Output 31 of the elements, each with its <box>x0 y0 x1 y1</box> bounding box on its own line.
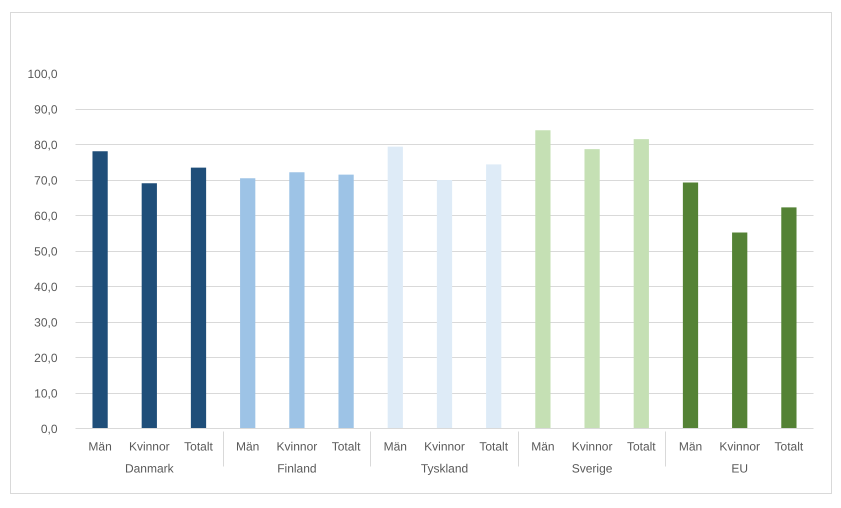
y-tick-label: 10,0 <box>34 386 58 400</box>
y-tick-label: 40,0 <box>34 280 58 294</box>
text: Kvinnor <box>128 440 170 454</box>
series-label: Kvinnor <box>719 440 760 454</box>
series-label: Män <box>531 440 555 454</box>
text: Totalt <box>774 440 804 454</box>
y-tick-label: 80,0 <box>34 138 58 152</box>
y-tick-label: 90,0 <box>34 102 58 116</box>
y-tick-label: 60,0 <box>34 209 58 223</box>
x-tick-label: Finland <box>277 462 317 476</box>
y-tick-label: 50,0 <box>34 244 58 258</box>
text: Totalt <box>184 440 213 454</box>
text: Män <box>236 440 260 454</box>
y-tick-label: 100,0 <box>27 67 58 81</box>
y-tick-label: 20,0 <box>34 351 58 365</box>
x-tick-label: Sverige <box>572 462 613 476</box>
x-tick-label: Tyskland <box>420 462 468 476</box>
text: Kvinnor <box>276 440 318 454</box>
x-tick-label: EU <box>731 462 748 476</box>
text: Män <box>384 440 407 454</box>
series-label: Totalt <box>626 440 656 454</box>
text: Män <box>678 440 702 454</box>
text: Män <box>88 440 112 454</box>
y-tick-label: 0,0 <box>40 422 58 436</box>
text: Kvinnor <box>572 440 612 454</box>
text: Kvinnor <box>424 440 465 454</box>
y-tick-label: 30,0 <box>34 316 58 330</box>
x-tick-label: Danmark <box>124 462 175 476</box>
text: Totalt <box>479 440 508 454</box>
text: Totalt <box>332 440 360 454</box>
y-tick-label: 70,0 <box>34 174 58 188</box>
